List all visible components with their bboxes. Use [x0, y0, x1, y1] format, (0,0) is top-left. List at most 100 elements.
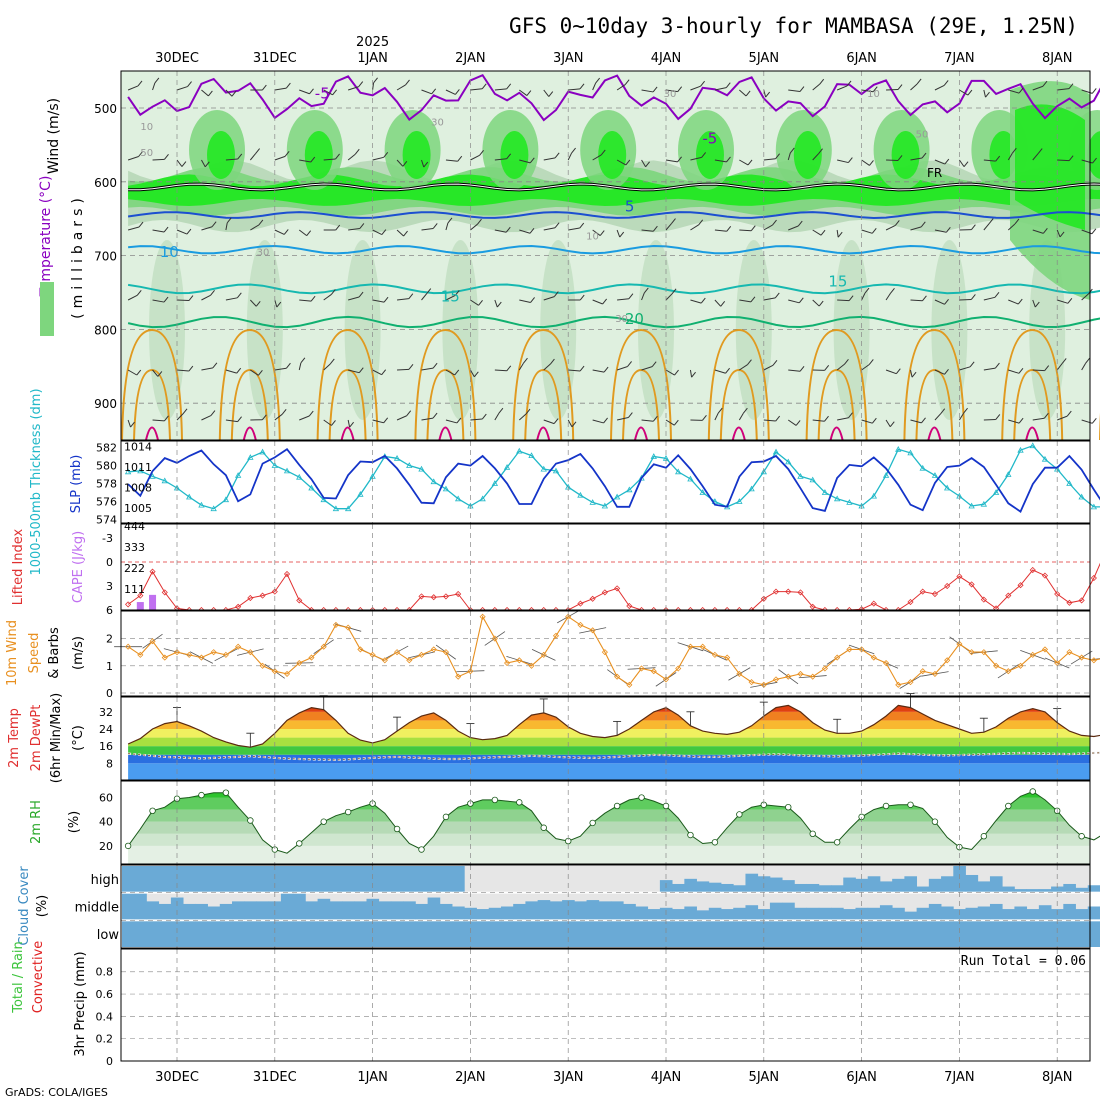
- wind-barb: [402, 160, 408, 167]
- li-point: [626, 602, 633, 610]
- wind-barb: [617, 298, 629, 301]
- wind-barb: [934, 413, 942, 421]
- slp-thickness-panel: 574 576 578 580 582 1005 1008 1011 1014 1000-500m…: [29, 388, 1100, 576]
- wind-barb: [1081, 419, 1093, 424]
- isotherm: [340, 426, 355, 441]
- wind-barb: [579, 83, 585, 90]
- cloud-cell: [647, 909, 661, 920]
- cloud-cell: [1087, 885, 1100, 892]
- thickness-point: [992, 489, 1000, 495]
- wind-speed-point: [736, 670, 743, 677]
- wind-speed-point: [638, 665, 645, 672]
- cloud-cell: [207, 906, 221, 920]
- thickness-point: [259, 448, 266, 455]
- credit-label: GrADS: COLA/IGES: [5, 1086, 108, 1099]
- rh-band: [128, 174, 1100, 206]
- rh-point: [882, 802, 890, 810]
- wind-barb: [201, 159, 206, 168]
- wind-barb: [739, 299, 752, 303]
- slp-tick-label: 1008: [124, 482, 152, 495]
- cloud-cell: [427, 866, 441, 892]
- wind-speed-point: [907, 679, 914, 686]
- cloud-cell: [464, 921, 477, 947]
- wind-barb: [691, 371, 696, 378]
- wind-barb: [127, 156, 139, 161]
- cloud-cell: [537, 921, 551, 947]
- top-date-label: 4JAN: [651, 51, 682, 66]
- cloud-cell: [378, 921, 392, 947]
- wind-barb: [473, 371, 479, 378]
- li-point: [442, 593, 450, 600]
- wind-barb: [1032, 229, 1044, 234]
- wind-speed-point: [479, 613, 486, 620]
- wind-barb: [603, 417, 608, 424]
- wind-barb: [934, 299, 945, 305]
- cloud-cell: [696, 881, 710, 892]
- cloud-cell: [170, 897, 184, 920]
- wind-barb: [274, 299, 278, 308]
- wind-barb: [519, 89, 528, 96]
- wind-barb: [383, 152, 389, 158]
- wind-barb: [298, 362, 302, 371]
- wind-barb: [523, 357, 528, 364]
- thickness-point: [589, 499, 596, 505]
- isotherm: [128, 244, 1100, 255]
- isotherm: [817, 368, 856, 441]
- rh-blob: [207, 131, 235, 179]
- pressure-tick-label: 500: [94, 102, 117, 116]
- wind-speed-point: [540, 651, 547, 658]
- cloud-cell: [488, 921, 502, 947]
- li-tick-label: -3: [102, 532, 113, 545]
- wind-barb: [616, 417, 629, 421]
- cloud-cell: [232, 866, 245, 892]
- thickness-tick-label: 578: [96, 478, 117, 491]
- wind-barb: [408, 293, 414, 299]
- cloud-cell: [1002, 886, 1015, 892]
- rh-blob: [1015, 104, 1085, 230]
- cloud-cell: [329, 921, 343, 947]
- wind-barb: [519, 159, 531, 164]
- cloud-cell: [977, 881, 991, 892]
- temp-band: [128, 746, 1090, 755]
- wind-barb: [627, 361, 632, 367]
- wind-barb: [454, 290, 460, 296]
- wind-barb: [554, 222, 560, 229]
- cloud-cell: [134, 893, 147, 920]
- wind-barb: [255, 148, 260, 154]
- li-point: [271, 588, 278, 595]
- wind-barb: [525, 408, 531, 415]
- cloud-axis-title: Cloud Cover: [17, 866, 32, 946]
- li-point: [259, 592, 266, 599]
- thickness-point: [479, 495, 486, 502]
- cloud-cell: [219, 866, 233, 892]
- wind-barb: [323, 89, 333, 96]
- wind-barb: [423, 161, 429, 168]
- wind-barb: [519, 229, 531, 234]
- wind-axis-title: 10m Wind: [5, 620, 20, 686]
- cloud-cell: [818, 885, 832, 892]
- cloud-cell: [1002, 921, 1015, 947]
- thickness-point: [454, 495, 462, 502]
- cloud-cell: [672, 883, 685, 892]
- wind-barb: [787, 152, 791, 161]
- cloud-cell: [415, 903, 429, 920]
- wind-barb: [775, 153, 780, 160]
- cloud-cell: [195, 921, 208, 947]
- thickness-point: [675, 468, 682, 475]
- wind-barb: [739, 229, 752, 232]
- wind-barb: [358, 291, 364, 298]
- wind-speed-point: [247, 649, 254, 656]
- wind-barb: [298, 229, 307, 237]
- rh-blob: [696, 131, 724, 179]
- wind-speed-point: [406, 657, 413, 664]
- wind-barb: [349, 421, 354, 428]
- wind-barb: [406, 410, 412, 417]
- wind-barb: [774, 292, 780, 299]
- isotherm-label: -5: [702, 129, 717, 147]
- wind-speed-line: [127, 615, 1100, 686]
- wind-barb: [188, 365, 194, 372]
- cloud-cell: [610, 901, 624, 920]
- cloud-cell: [207, 866, 221, 892]
- wind-barb: [700, 80, 705, 87]
- cloud-cell: [390, 901, 404, 920]
